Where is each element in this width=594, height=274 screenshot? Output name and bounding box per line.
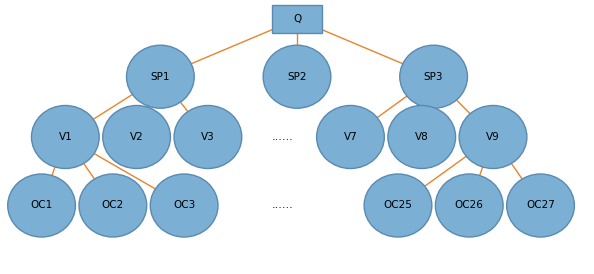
- Text: OC3: OC3: [173, 201, 195, 210]
- Ellipse shape: [364, 174, 432, 237]
- Text: SP2: SP2: [287, 72, 307, 82]
- Text: ......: ......: [271, 132, 293, 142]
- Text: OC27: OC27: [526, 201, 555, 210]
- Ellipse shape: [103, 105, 170, 169]
- Text: OC26: OC26: [455, 201, 484, 210]
- Text: OC2: OC2: [102, 201, 124, 210]
- Text: V1: V1: [58, 132, 72, 142]
- Ellipse shape: [150, 174, 218, 237]
- FancyBboxPatch shape: [271, 5, 322, 33]
- Text: SP3: SP3: [424, 72, 443, 82]
- Ellipse shape: [507, 174, 574, 237]
- Ellipse shape: [459, 105, 527, 169]
- Ellipse shape: [127, 45, 194, 108]
- Text: SP1: SP1: [151, 72, 170, 82]
- Ellipse shape: [8, 174, 75, 237]
- Text: V7: V7: [343, 132, 358, 142]
- Text: V2: V2: [129, 132, 144, 142]
- Text: V3: V3: [201, 132, 215, 142]
- Ellipse shape: [317, 105, 384, 169]
- Ellipse shape: [174, 105, 242, 169]
- Ellipse shape: [263, 45, 331, 108]
- Text: OC25: OC25: [384, 201, 412, 210]
- Ellipse shape: [31, 105, 99, 169]
- Text: V9: V9: [486, 132, 500, 142]
- Ellipse shape: [79, 174, 147, 237]
- Ellipse shape: [435, 174, 503, 237]
- Ellipse shape: [400, 45, 467, 108]
- Text: V8: V8: [415, 132, 429, 142]
- Text: ......: ......: [271, 201, 293, 210]
- Text: OC1: OC1: [30, 201, 53, 210]
- Ellipse shape: [388, 105, 456, 169]
- Text: Q: Q: [293, 14, 301, 24]
